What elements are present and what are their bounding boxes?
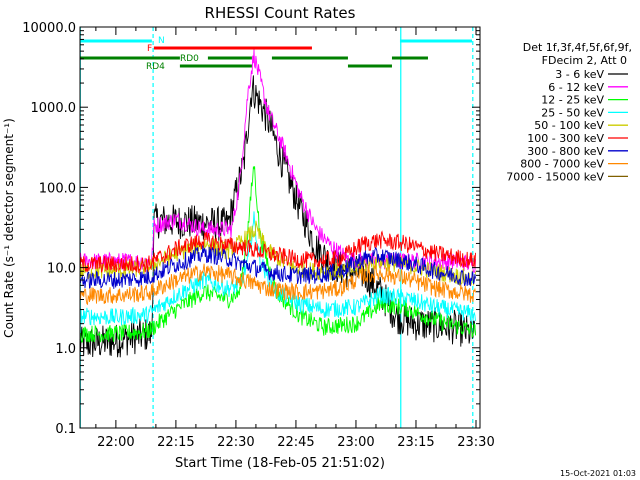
y-tick-label: 10000.0 [22, 21, 76, 36]
legend-header-line-2: FDecim 2, Att 0 [542, 54, 627, 67]
legend-label: 300 - 800 keV [527, 145, 604, 158]
series-line-7 [79, 263, 476, 306]
legend-label: 3 - 6 keV [555, 68, 604, 81]
state-bar-label-0: N [158, 36, 165, 46]
state-bar-label-3: RD4 [146, 62, 165, 72]
y-tick-label: 1000.0 [31, 101, 77, 116]
series-line-0 [79, 75, 476, 358]
x-tick-label: 22:30 [217, 435, 254, 450]
series-line-3 [79, 211, 476, 326]
x-axis-label: Start Time (18-Feb-05 21:51:02) [175, 456, 385, 471]
y-tick-label: 10.0 [47, 262, 76, 277]
series-line-5 [79, 230, 476, 274]
x-tick-label: 23:30 [457, 435, 494, 450]
x-tick-label: 22:45 [277, 435, 314, 450]
series-line-6 [79, 245, 476, 289]
y-axis-ticks: 0.1 1.0 10.0 100.0 1000.0 10000.0 [22, 21, 480, 437]
plot-frame [79, 26, 481, 429]
series-line-4 [79, 220, 476, 287]
legend-label: 100 - 300 keV [527, 132, 604, 145]
plot-marks: NF RD0 RD4 [79, 27, 476, 428]
legend-label: 7000 - 15000 keV [506, 170, 604, 183]
state-bar-label-1: F [147, 44, 152, 54]
chart-title: RHESSI Count Rates [205, 4, 356, 22]
legend-label: 6 - 12 keV [548, 81, 604, 94]
x-tick-label: 22:00 [97, 435, 134, 450]
y-tick-label: 100.0 [39, 181, 76, 196]
legend-label: 800 - 7000 keV [520, 158, 604, 171]
y-tick-label: 0.1 [55, 422, 76, 437]
x-tick-label: 23:15 [397, 435, 434, 450]
legend-label: 50 - 100 keV [534, 119, 604, 132]
y-tick-label: 1.0 [55, 342, 76, 357]
timestamp: 15-Oct-2021 01:03 [560, 469, 636, 478]
x-tick-label: 23:00 [337, 435, 374, 450]
x-tick-label: 22:15 [157, 435, 194, 450]
x-axis-ticks: 22:00 22:15 22:30 22:45 23:00 23:15 23:30 [95, 27, 495, 450]
legend-header-line-1: Det 1f,3f,4f,5f,6f,9f, [523, 41, 632, 54]
legend-label: 12 - 25 keV [541, 94, 604, 107]
y-axis-label: Count Rate (s⁻¹ detector segment⁻¹) [2, 118, 16, 338]
legend-label: 25 - 50 keV [541, 106, 604, 119]
state-bar-label-2: RD0 [180, 54, 199, 64]
